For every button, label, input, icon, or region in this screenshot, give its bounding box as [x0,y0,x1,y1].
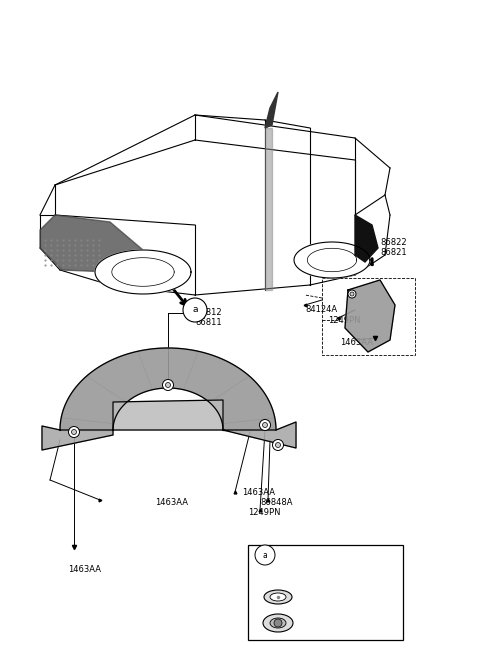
Circle shape [348,290,356,298]
Text: 84220U: 84220U [304,591,336,600]
Circle shape [260,420,271,430]
Text: 84124A: 84124A [305,305,337,314]
Text: a: a [263,551,267,560]
Polygon shape [294,242,370,278]
Text: 1463AA: 1463AA [242,488,275,497]
Circle shape [350,292,354,296]
Text: 86822: 86822 [380,238,407,247]
Circle shape [163,380,173,390]
Ellipse shape [270,618,286,628]
Circle shape [273,440,284,451]
Circle shape [183,298,207,322]
Polygon shape [95,250,191,294]
Circle shape [166,382,170,388]
Circle shape [69,426,80,438]
Text: 1249PN: 1249PN [248,508,280,517]
Polygon shape [265,128,272,290]
Polygon shape [60,348,276,430]
Text: 86812: 86812 [195,308,222,317]
Ellipse shape [270,593,286,601]
Polygon shape [42,426,113,450]
Polygon shape [113,400,223,430]
Text: 86811: 86811 [195,318,222,327]
Text: 86821: 86821 [380,248,407,257]
Ellipse shape [264,590,292,604]
Bar [248,545,403,640]
Circle shape [274,619,282,627]
Text: 86848A: 86848A [260,498,292,507]
Polygon shape [223,422,296,448]
Text: 1463AA: 1463AA [340,338,373,347]
Polygon shape [345,280,395,352]
Circle shape [255,545,275,565]
Polygon shape [355,215,378,262]
Text: 84219E: 84219E [304,618,336,627]
Text: 1249PN: 1249PN [328,316,360,325]
Circle shape [72,430,76,434]
Text: 1463AA: 1463AA [68,565,101,574]
Circle shape [276,443,280,447]
Polygon shape [40,215,143,272]
Ellipse shape [263,614,293,632]
Circle shape [263,422,267,428]
Text: a: a [192,306,198,315]
Text: 1463AA: 1463AA [155,498,188,507]
Polygon shape [265,92,278,128]
